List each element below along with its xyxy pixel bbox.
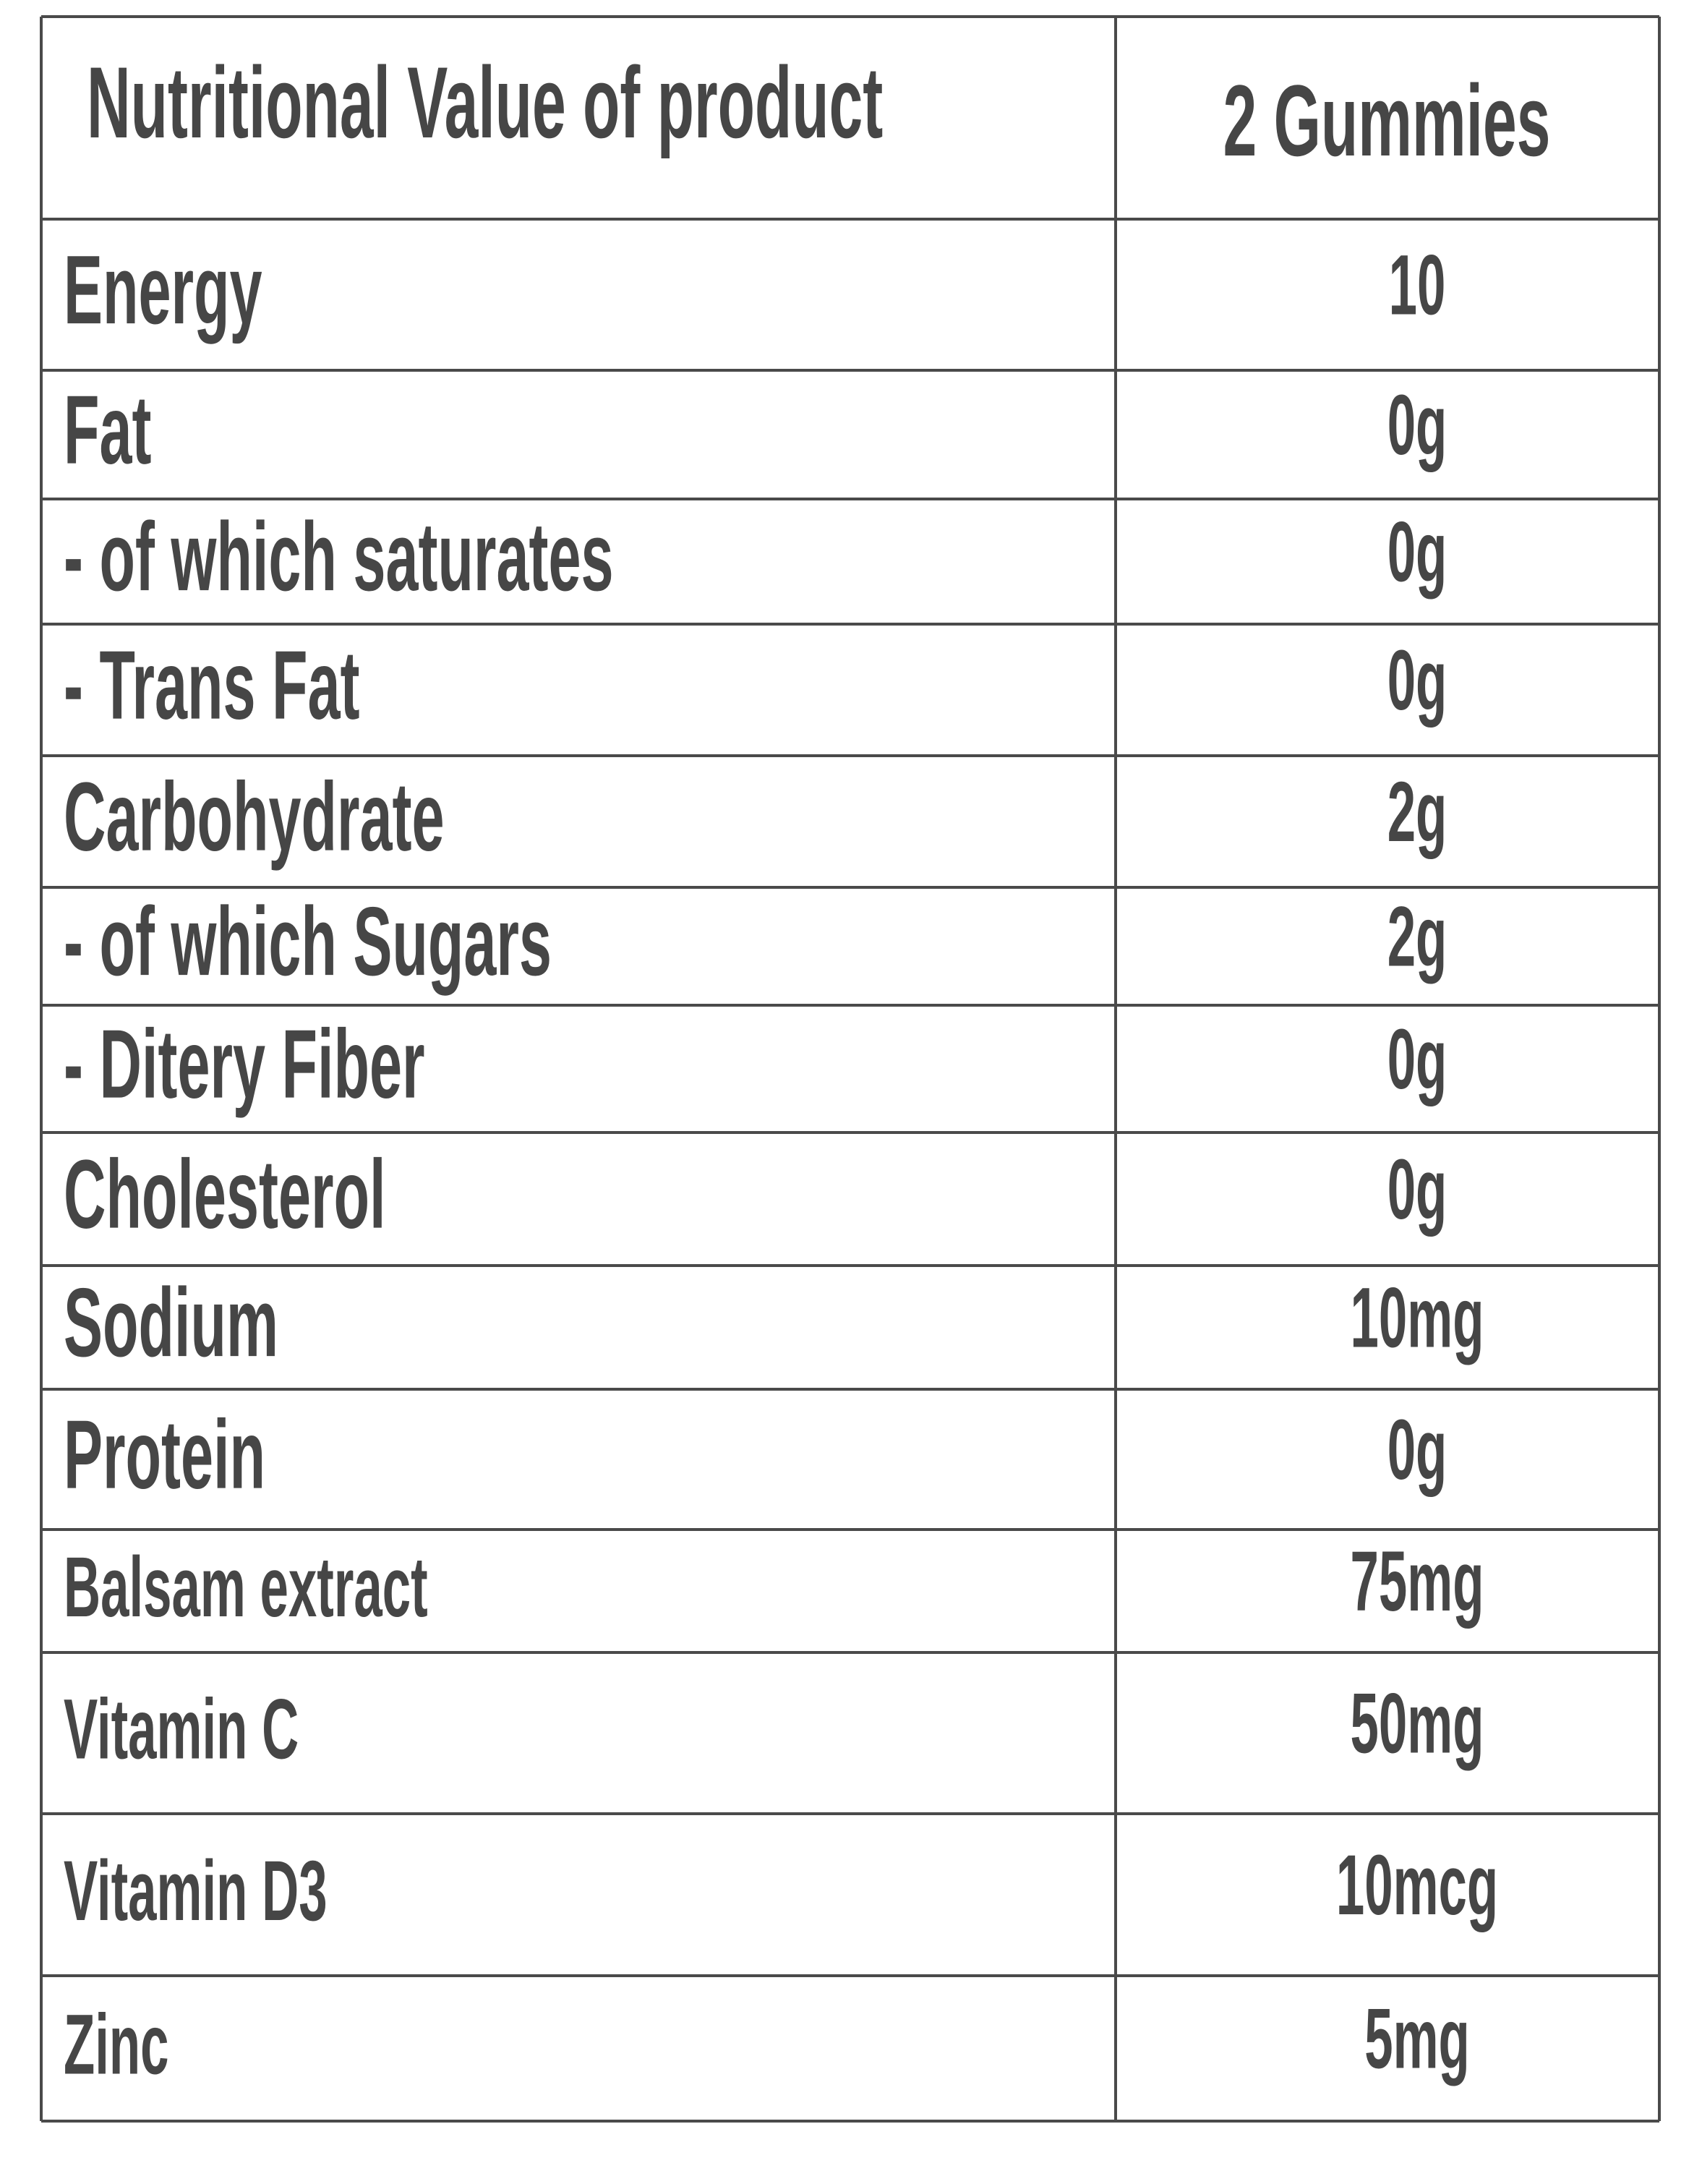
row-label: Energy <box>64 235 262 345</box>
row-label: - of which Sugars <box>64 887 552 997</box>
row-value: 0g <box>1387 1011 1447 1106</box>
header-cell: Nutritional Value of product <box>87 46 883 159</box>
row-value: 10mcg <box>1336 1837 1498 1932</box>
row-value: 0g <box>1387 632 1447 728</box>
row-value: 0g <box>1387 1141 1447 1237</box>
row-value: 0g <box>1387 1402 1447 1497</box>
row-value: 2g <box>1387 764 1447 859</box>
row-label: - Ditery Fiber <box>64 1009 425 1119</box>
row-label: Protein <box>64 1399 265 1509</box>
row-value: 10 <box>1389 237 1446 333</box>
row-value: 50mg <box>1351 1676 1484 1771</box>
row-label: Balsam extract <box>64 1539 428 1634</box>
row-label: - of which saturates <box>64 502 614 612</box>
row-value: 75mg <box>1351 1533 1484 1629</box>
row-value: 0g <box>1387 504 1447 600</box>
row-label: Vitamin C <box>64 1681 299 1777</box>
row-value: 0g <box>1387 377 1447 472</box>
row-label: Zinc <box>64 1997 169 2092</box>
row-label: Fat <box>64 375 151 485</box>
row-label: Carbohydrate <box>64 762 445 871</box>
row-label: Vitamin D3 <box>64 1843 328 1938</box>
row-value: 10mg <box>1351 1270 1484 1365</box>
row-label: Sodium <box>64 1268 278 1378</box>
row-label: - Trans Fat <box>64 630 360 740</box>
row-value: 5mg <box>1364 1991 1470 2086</box>
header-cell: 2 Gummies <box>1223 64 1551 177</box>
row-value: 2g <box>1387 889 1447 984</box>
row-label: Cholesterol <box>64 1139 386 1249</box>
